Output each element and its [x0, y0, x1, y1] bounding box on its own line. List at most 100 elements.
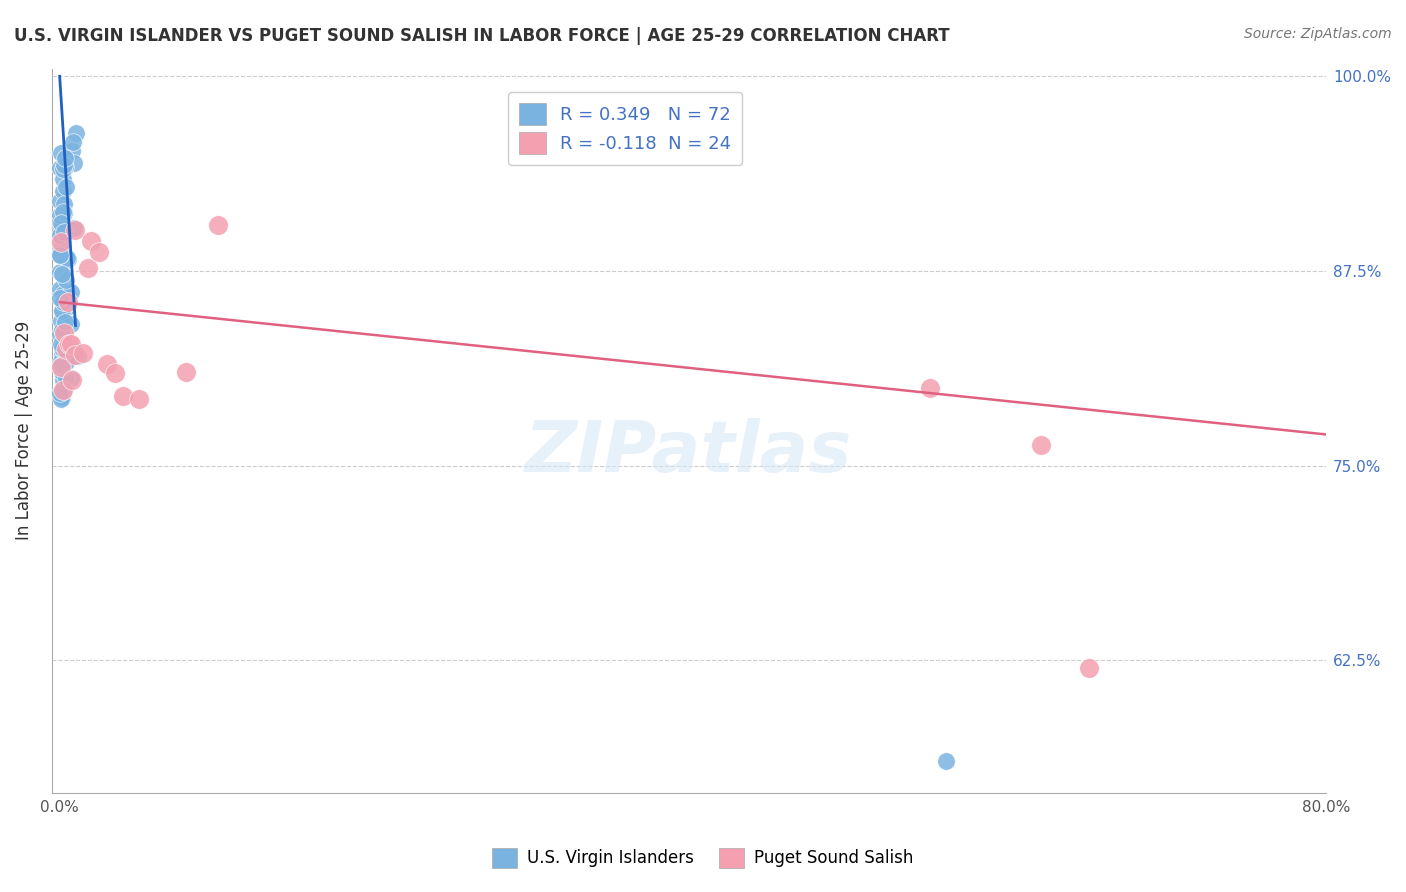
- Point: [128, 392, 150, 406]
- Point: [51, 304, 73, 318]
- Point: [60, 373, 83, 387]
- Legend: R = 0.349   N = 72, R = -0.118  N = 24: R = 0.349 N = 72, R = -0.118 N = 24: [508, 92, 742, 165]
- Point: [49, 161, 72, 176]
- Point: [49, 327, 72, 342]
- Point: [53, 315, 76, 329]
- Point: [58, 336, 80, 351]
- Point: [104, 366, 127, 380]
- Point: [51, 230, 73, 244]
- Text: U.S. VIRGIN ISLANDER VS PUGET SOUND SALISH IN LABOR FORCE | AGE 25-29 CORRELATIO: U.S. VIRGIN ISLANDER VS PUGET SOUND SALI…: [14, 27, 949, 45]
- Point: [52, 384, 75, 398]
- Point: [72, 345, 94, 359]
- Point: [52, 205, 75, 219]
- Point: [49, 358, 72, 372]
- Point: [48, 248, 70, 262]
- Point: [96, 357, 118, 371]
- Legend: U.S. Virgin Islanders, Puget Sound Salish: U.S. Virgin Islanders, Puget Sound Salis…: [485, 841, 921, 875]
- Point: [49, 392, 72, 406]
- Point: [48, 248, 70, 262]
- Point: [55, 355, 77, 369]
- Point: [49, 336, 72, 351]
- Point: [52, 384, 75, 399]
- Point: [53, 151, 76, 165]
- Point: [51, 353, 73, 368]
- Text: ZIPatlas: ZIPatlas: [526, 417, 852, 487]
- Point: [935, 755, 957, 769]
- Point: [56, 301, 79, 315]
- Point: [51, 359, 73, 374]
- Point: [51, 343, 73, 358]
- Point: [89, 245, 111, 260]
- Point: [1077, 661, 1099, 675]
- Point: [111, 389, 134, 403]
- Point: [51, 390, 73, 404]
- Point: [51, 216, 73, 230]
- Point: [52, 204, 75, 219]
- Point: [53, 196, 76, 211]
- Point: [51, 341, 73, 355]
- Point: [53, 353, 76, 368]
- Point: [49, 228, 72, 243]
- Point: [48, 386, 70, 401]
- Point: [51, 347, 73, 361]
- Y-axis label: In Labor Force | Age 25-29: In Labor Force | Age 25-29: [15, 321, 32, 541]
- Point: [55, 343, 77, 357]
- Text: Source: ZipAtlas.com: Source: ZipAtlas.com: [1244, 27, 1392, 41]
- Point: [52, 285, 75, 299]
- Point: [60, 371, 83, 385]
- Point: [51, 302, 73, 317]
- Point: [51, 314, 73, 328]
- Point: [58, 252, 80, 266]
- Point: [920, 381, 942, 395]
- Point: [65, 348, 87, 362]
- Point: [55, 371, 77, 385]
- Point: [52, 226, 75, 240]
- Point: [49, 194, 72, 209]
- Point: [52, 162, 75, 177]
- Point: [60, 144, 83, 158]
- Point: [55, 251, 77, 265]
- Point: [65, 127, 87, 141]
- Point: [52, 321, 75, 335]
- Point: [52, 172, 75, 186]
- Point: [65, 223, 87, 237]
- Point: [63, 156, 86, 170]
- Point: [53, 326, 76, 340]
- Point: [53, 158, 76, 172]
- Point: [51, 185, 73, 199]
- Point: [62, 135, 84, 149]
- Point: [207, 218, 229, 232]
- Point: [51, 146, 73, 161]
- Point: [52, 384, 75, 398]
- Point: [53, 161, 76, 175]
- Point: [77, 261, 100, 276]
- Point: [55, 179, 77, 194]
- Point: [52, 352, 75, 367]
- Point: [53, 293, 76, 308]
- Point: [49, 220, 72, 235]
- Point: [55, 273, 77, 287]
- Point: [59, 285, 82, 299]
- Point: [80, 234, 103, 248]
- Point: [52, 286, 75, 301]
- Point: [176, 365, 198, 379]
- Point: [66, 350, 89, 364]
- Point: [1029, 438, 1052, 452]
- Point: [49, 227, 72, 241]
- Point: [49, 208, 72, 222]
- Point: [51, 365, 73, 379]
- Point: [56, 373, 79, 387]
- Point: [60, 317, 83, 331]
- Point: [63, 220, 86, 235]
- Point: [51, 245, 73, 260]
- Point: [52, 295, 75, 310]
- Point: [51, 235, 73, 249]
- Point: [49, 242, 72, 256]
- Point: [51, 267, 73, 281]
- Point: [51, 323, 73, 337]
- Point: [55, 295, 77, 310]
- Point: [48, 291, 70, 305]
- Point: [52, 373, 75, 387]
- Point: [49, 282, 72, 296]
- Point: [56, 294, 79, 309]
